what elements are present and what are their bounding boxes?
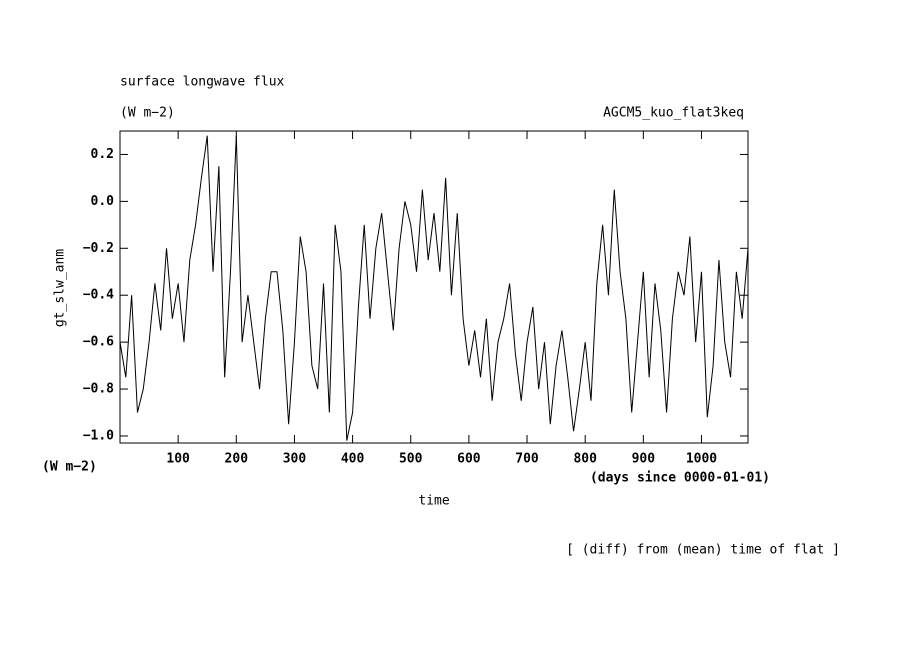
x-tick-label: 600	[457, 452, 481, 467]
x-axis-label: time	[418, 494, 449, 509]
plot-frame	[119, 130, 749, 444]
x-tick-label: 400	[341, 452, 365, 467]
y-tick-label: 0.0	[91, 194, 115, 209]
y-tick-label: −1.0	[83, 428, 114, 443]
x-tick-label: 200	[225, 452, 249, 467]
data-line	[119, 135, 749, 441]
x-tick-label: 300	[283, 452, 307, 467]
y-tick-label: −0.2	[83, 241, 114, 256]
x-tick-label: 900	[632, 452, 656, 467]
chart-subtitle: (W m−2)	[120, 106, 175, 121]
x-tick-label: 1000	[686, 452, 717, 467]
chart-title: surface longwave flux	[120, 75, 285, 90]
footer: [ (diff) from (mean) time of flat ]	[566, 543, 840, 558]
y-axis-label: gt_slw_anm	[53, 249, 68, 327]
x-tick-label: 800	[573, 452, 597, 467]
x-unit: (days since 0000-01-01)	[590, 471, 770, 486]
y-unit: (W m−2)	[42, 460, 97, 475]
x-tick-label: 100	[166, 452, 190, 467]
annotation: AGCM5_kuo_flat3keq	[603, 106, 744, 121]
y-tick-label: −0.4	[83, 288, 114, 303]
y-tick-label: −0.6	[83, 335, 114, 350]
y-tick-label: −0.8	[83, 382, 114, 397]
x-tick-label: 700	[515, 452, 539, 467]
y-tick-label: 0.2	[91, 147, 114, 162]
x-tick-label: 500	[399, 452, 423, 467]
